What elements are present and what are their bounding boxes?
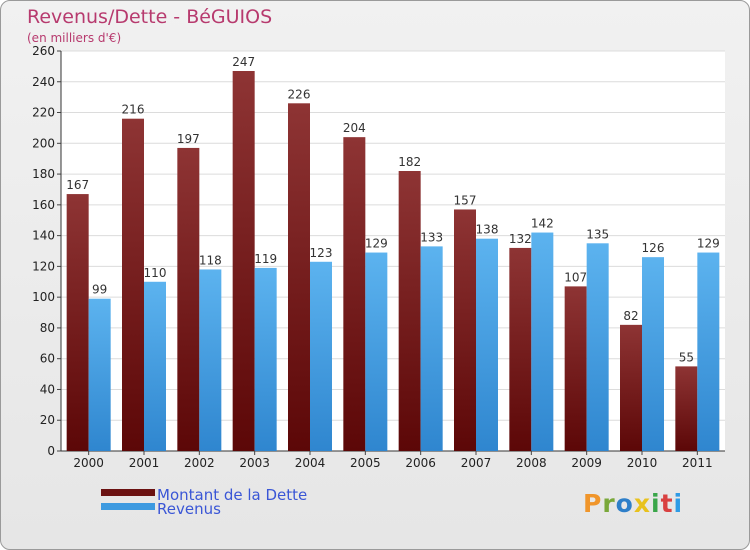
revenue-value-label: 129 <box>697 237 720 251</box>
x-tick-label: 2008 <box>516 456 547 470</box>
plot-area <box>61 51 725 451</box>
revenue-value-label: 142 <box>531 217 554 231</box>
x-tick-label: 2007 <box>461 456 492 470</box>
logo-letter: o <box>615 489 634 518</box>
chart-title: Revenus/Dette - BéGUIOS <box>27 6 273 28</box>
y-tick-label: 200 <box>32 136 55 150</box>
debt-bar <box>177 147 200 451</box>
debt-bar <box>343 137 366 451</box>
revenue-bar <box>88 298 111 451</box>
x-tick-label: 2002 <box>184 456 215 470</box>
debt-bar <box>288 103 310 452</box>
revenue-bar <box>254 267 277 451</box>
y-tick-label: 60 <box>40 352 55 366</box>
debt-value-label: 132 <box>509 232 532 246</box>
x-tick-label: 2009 <box>571 456 602 470</box>
debt-bar <box>509 247 532 451</box>
revenue-value-label: 126 <box>642 241 665 255</box>
x-tick-label: 2000 <box>73 456 104 470</box>
revenue-bar <box>420 246 443 451</box>
y-tick-label: 80 <box>40 321 55 335</box>
debt-bar <box>564 286 587 451</box>
revenue-bar <box>365 252 388 451</box>
y-tick-label: 20 <box>40 413 55 427</box>
logo-letter: t <box>660 489 674 518</box>
logo-letter: i <box>673 489 684 518</box>
revenue-bar <box>586 243 609 451</box>
chart-unit-label: (en milliers d'€) <box>27 31 122 45</box>
revenue-value-label: 135 <box>586 227 609 241</box>
x-tick-label: 2003 <box>239 456 270 470</box>
x-tick-label: 2001 <box>129 456 160 470</box>
y-tick-label: 100 <box>32 290 55 304</box>
revenue-bar <box>476 238 498 451</box>
logo-letter: i <box>651 489 661 518</box>
revenue-bar <box>144 281 166 451</box>
debt-value-label: 55 <box>679 350 694 364</box>
y-tick-label: 140 <box>32 229 55 243</box>
y-tick-label: 160 <box>32 198 55 212</box>
revenue-bar <box>697 252 720 451</box>
debt-bar <box>454 209 476 451</box>
debt-bar <box>398 171 421 451</box>
revenue-bar <box>531 232 554 451</box>
revenue-value-label: 119 <box>254 252 277 266</box>
revenue-value-label: 123 <box>310 246 333 260</box>
x-tick-label: 2004 <box>295 456 326 470</box>
debt-value-label: 82 <box>623 309 638 323</box>
y-tick-label: 40 <box>40 382 55 396</box>
x-tick-label: 2006 <box>405 456 436 470</box>
y-tick-label: 0 <box>47 444 55 458</box>
x-tick-label: 2005 <box>350 456 381 470</box>
debt-value-label: 197 <box>177 132 200 146</box>
debt-value-label: 157 <box>454 193 477 207</box>
revenue-value-label: 110 <box>144 266 167 280</box>
revenue-bar <box>310 261 332 451</box>
legend-swatch-revenue <box>101 503 155 510</box>
debt-value-label: 167 <box>66 178 89 192</box>
debt-bar <box>232 71 255 451</box>
revenue-bar <box>642 257 664 451</box>
y-tick-label: 260 <box>32 44 55 58</box>
revenue-value-label: 138 <box>476 223 499 237</box>
debt-value-label: 226 <box>288 87 311 101</box>
y-tick-label: 240 <box>32 75 55 89</box>
debt-bar <box>620 324 642 451</box>
debt-value-label: 204 <box>343 121 366 135</box>
debt-bar <box>66 194 89 452</box>
debt-value-label: 247 <box>232 55 255 69</box>
y-tick-label: 220 <box>32 106 55 120</box>
revenue-bar <box>199 269 222 451</box>
debt-bar <box>675 366 698 451</box>
legend-label-debt: Montant de la Dette <box>157 486 307 504</box>
revenue-value-label: 99 <box>92 283 107 297</box>
logo-letter: r <box>602 489 616 518</box>
revenue-value-label: 129 <box>365 237 388 251</box>
debt-value-label: 216 <box>122 103 145 117</box>
x-tick-label: 2010 <box>627 456 658 470</box>
legend-swatch-debt <box>101 489 155 496</box>
revenue-value-label: 118 <box>199 253 222 267</box>
logo-letter: P <box>583 489 603 518</box>
x-tick-label: 2011 <box>682 456 713 470</box>
logo-letter: x <box>633 489 651 518</box>
revenue-value-label: 133 <box>420 230 443 244</box>
debt-value-label: 107 <box>564 270 587 284</box>
debt-value-label: 182 <box>398 155 421 169</box>
y-tick-label: 180 <box>32 167 55 181</box>
debt-bar <box>122 118 144 451</box>
proxiti-logo: Proxiti <box>583 489 683 518</box>
y-tick-label: 120 <box>32 259 55 273</box>
legend-label-revenue: Revenus <box>157 500 221 518</box>
